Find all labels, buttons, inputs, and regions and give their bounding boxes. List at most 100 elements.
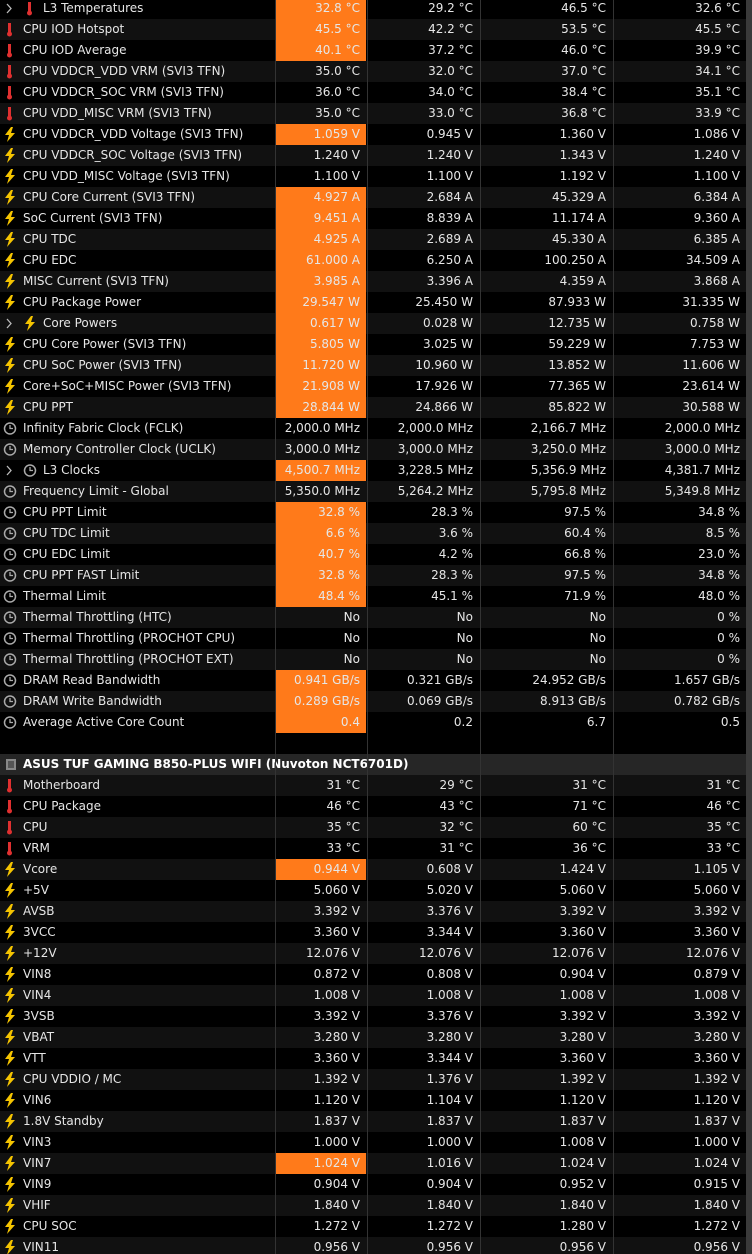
sensor-row[interactable]: CPU Package 46 °C 43 °C 71 °C 46 °C	[0, 796, 746, 817]
sensor-row[interactable]: DRAM Write Bandwidth 0.289 GB/s 0.069 GB/s…	[0, 691, 746, 712]
highlight	[276, 460, 366, 481]
sensor-row[interactable]: Thermal Throttling (HTC) No No No 0 %	[0, 607, 746, 628]
sensor-value: 5,350.0 MHz	[284, 484, 360, 498]
sensor-label: Thermal Limit	[23, 589, 106, 603]
sensor-row[interactable]: VBAT 3.280 V 3.280 V 3.280 V 3.280 V	[0, 1027, 746, 1048]
sensor-row[interactable]: Vcore 0.944 V 0.608 V 1.424 V 1.105 V	[0, 859, 746, 880]
sensor-icon	[5, 127, 15, 142]
sensor-value: 33.0 °C	[428, 106, 473, 120]
sensor-row[interactable]: VIN8 0.872 V 0.808 V 0.904 V 0.879 V	[0, 964, 746, 985]
sensor-value: 24.952 GB/s	[532, 673, 606, 687]
sensor-row[interactable]: DRAM Read Bandwidth 0.941 GB/s 0.321 GB/s 2…	[0, 670, 746, 691]
section-title: ASUS TUF GAMING B850-PLUS WIFI (Nuvoton …	[23, 757, 409, 771]
sensor-row[interactable]: +12V 12.076 V 12.076 V 12.076 V 12.076 V	[0, 943, 746, 964]
sensor-row[interactable]: CPU EDC 61.000 A 6.250 A 100.250 A 34.509 A	[0, 250, 746, 271]
sensor-row[interactable]: CPU VDDCR_SOC VRM (SVI3 TFN) 36.0 °C 34.0 …	[0, 82, 746, 103]
sensor-icon	[3, 611, 17, 624]
sensor-row[interactable]: Motherboard 31 °C 29 °C 31 °C 31 °C	[0, 775, 746, 796]
sensor-row[interactable]: MISC Current (SVI3 TFN) 3.985 A 3.396 A 4.3…	[0, 271, 746, 292]
sensor-row[interactable]: SoC Current (SVI3 TFN) 9.451 A 8.839 A 11.1…	[0, 208, 746, 229]
sensor-value: 39.9 °C	[695, 43, 740, 57]
sensor-row[interactable]: CPU VDD_MISC Voltage (SVI3 TFN) 1.100 V 1.…	[0, 166, 746, 187]
sensor-value: 5.020 V	[426, 883, 473, 897]
sensor-row[interactable]: CPU SoC Power (SVI3 TFN) 11.720 W 10.960 W…	[0, 355, 746, 376]
section-header[interactable]: ASUS TUF GAMING B850-PLUS WIFI (Nuvoton …	[0, 754, 746, 775]
sensor-row[interactable]: CPU VDD_MISC VRM (SVI3 TFN) 35.0 °C 33.0 °…	[0, 103, 746, 124]
expand-arrow[interactable]	[4, 316, 14, 331]
sensor-label: VIN8	[23, 967, 52, 981]
expand-arrow[interactable]	[4, 1, 14, 16]
sensor-row[interactable]: CPU PPT Limit 32.8 % 28.3 % 97.5 % 34.8 %	[0, 502, 746, 523]
sensor-row[interactable]: VIN4 1.008 V 1.008 V 1.008 V 1.008 V	[0, 985, 746, 1006]
sensor-value: 1.840 V	[426, 1198, 473, 1212]
sensor-icon	[5, 295, 15, 310]
sensor-row[interactable]: VIN7 1.024 V 1.016 V 1.024 V 1.024 V	[0, 1153, 746, 1174]
sensor-row[interactable]: CPU Package Power 29.547 W 25.450 W 87.933 …	[0, 292, 746, 313]
sensor-value: 11.174 A	[551, 211, 606, 225]
sensor-icon	[5, 379, 15, 394]
sensor-row[interactable]: CPU VDDCR_VDD VRM (SVI3 TFN) 35.0 °C 32.0 …	[0, 61, 746, 82]
sensor-icon	[5, 253, 15, 268]
sensor-row[interactable]: Frequency Limit - Global 5,350.0 MHz 5,264…	[0, 481, 746, 502]
sensor-value: 21.908 W	[302, 379, 360, 393]
sensor-row[interactable]: +5V 5.060 V 5.020 V 5.060 V 5.060 V	[0, 880, 746, 901]
sensor-row[interactable]: VTT 3.360 V 3.344 V 3.360 V 3.360 V	[0, 1048, 746, 1069]
sensor-row[interactable]: Thermal Throttling (PROCHOT CPU) No No No 0 …	[0, 628, 746, 649]
sensor-row[interactable]: CPU 35 °C 32 °C 60 °C 35 °C	[0, 817, 746, 838]
sensor-row[interactable]: L3 Temperatures 32.8 °C 29.2 °C 46.5 °C 32.6…	[0, 0, 746, 19]
sensor-row[interactable]: Thermal Limit 48.4 % 45.1 % 71.9 % 48.0 %	[0, 586, 746, 607]
scrollbar[interactable]	[746, 0, 752, 1254]
sensor-row[interactable]: 1.8V Standby 1.837 V 1.837 V 1.837 V 1.837 V	[0, 1111, 746, 1132]
highlight	[276, 502, 366, 523]
sensor-row[interactable]: VIN9 0.904 V 0.904 V 0.952 V 0.915 V	[0, 1174, 746, 1195]
sensor-row[interactable]: 3VSB 3.392 V 3.376 V 3.392 V 3.392 V	[0, 1006, 746, 1027]
sensor-row[interactable]: CPU Core Current (SVI3 TFN) 4.927 A 2.684 …	[0, 187, 746, 208]
sensor-icon	[5, 1093, 15, 1108]
expand-arrow[interactable]	[4, 463, 14, 478]
sensor-row[interactable]: CPU IOD Average 40.1 °C 37.2 °C 46.0 °C 39.9…	[0, 40, 746, 61]
sensor-row[interactable]: 3VCC 3.360 V 3.344 V 3.360 V 3.360 V	[0, 922, 746, 943]
sensor-row[interactable]: VRM 33 °C 31 °C 36 °C 33 °C	[0, 838, 746, 859]
sensor-row[interactable]: CPU VDDIO / MC 1.392 V 1.376 V 1.392 V 1.392…	[0, 1069, 746, 1090]
sensor-row[interactable]: CPU TDC Limit 6.6 % 3.6 % 60.4 % 8.5 %	[0, 523, 746, 544]
sensor-row[interactable]: L3 Clocks 4,500.7 MHz 3,228.5 MHz 5,356.9 M…	[0, 460, 746, 481]
sensor-row[interactable]: CPU VDDCR_VDD Voltage (SVI3 TFN) 1.059 V 0…	[0, 124, 746, 145]
sensor-row[interactable]: CPU VDDCR_SOC Voltage (SVI3 TFN) 1.240 V 1…	[0, 145, 746, 166]
sensor-value: 3.280 V	[313, 1030, 360, 1044]
sensor-value: 33 °C	[326, 841, 360, 855]
sensor-label: CPU PPT Limit	[23, 505, 107, 519]
sensor-row[interactable]: VIN11 0.956 V 0.956 V 0.956 V 0.956 V	[0, 1237, 746, 1254]
sensor-icon	[5, 190, 15, 205]
sensor-label: VHIF	[23, 1198, 51, 1212]
sensor-value: 1.280 V	[559, 1219, 606, 1233]
sensor-row[interactable]: CPU PPT 28.844 W 24.866 W 85.822 W 30.588 W	[0, 397, 746, 418]
sensor-row[interactable]: Thermal Throttling (PROCHOT EXT) No No No 0 …	[0, 649, 746, 670]
sensor-label: VIN3	[23, 1135, 52, 1149]
sensor-row[interactable]: Core Powers 0.617 W 0.028 W 12.735 W 0.758 W	[0, 313, 746, 334]
sensor-row[interactable]: Core+SoC+MISC Power (SVI3 TFN) 21.908 W 17…	[0, 376, 746, 397]
sensor-icon	[5, 358, 15, 373]
sensor-value: 45.5 °C	[695, 22, 740, 36]
sensor-row[interactable]: CPU PPT FAST Limit 32.8 % 28.3 % 97.5 % 34.8…	[0, 565, 746, 586]
sensor-row[interactable]: CPU IOD Hotspot 45.5 °C 42.2 °C 53.5 °C 45.5…	[0, 19, 746, 40]
sensor-row[interactable]: AVSB 3.392 V 3.376 V 3.392 V 3.392 V	[0, 901, 746, 922]
sensor-value: 3.280 V	[559, 1030, 606, 1044]
sensor-row[interactable]: VHIF 1.840 V 1.840 V 1.840 V 1.840 V	[0, 1195, 746, 1216]
sensor-value: 0.321 GB/s	[407, 673, 473, 687]
sensor-icon	[3, 695, 17, 708]
sensor-value: 59.229 W	[548, 337, 606, 351]
sensor-row[interactable]: VIN6 1.120 V 1.104 V 1.120 V 1.120 V	[0, 1090, 746, 1111]
sensor-value: 3.985 A	[313, 274, 360, 288]
sensor-row[interactable]: Average Active Core Count 0.4 0.2 6.7 0.5	[0, 712, 746, 733]
sensor-value: 53.5 °C	[561, 22, 606, 36]
sensor-row[interactable]: CPU EDC Limit 40.7 % 4.2 % 66.8 % 23.0 %	[0, 544, 746, 565]
sensor-row[interactable]: Infinity Fabric Clock (FCLK) 2,000.0 MHz 2…	[0, 418, 746, 439]
sensor-row[interactable]: CPU SOC 1.272 V 1.272 V 1.280 V 1.272 V	[0, 1216, 746, 1237]
sensor-row[interactable]: VIN3 1.000 V 1.000 V 1.008 V 1.000 V	[0, 1132, 746, 1153]
sensor-value: 3.025 W	[422, 337, 473, 351]
sensor-row[interactable]: CPU TDC 4.925 A 2.689 A 45.330 A 6.385 A	[0, 229, 746, 250]
sensor-value: 1.392 V	[559, 1072, 606, 1086]
sensor-value: 1.424 V	[559, 862, 606, 876]
sensor-row[interactable]: CPU Core Power (SVI3 TFN) 5.805 W 3.025 W 5…	[0, 334, 746, 355]
sensor-row[interactable]: Memory Controller Clock (UCLK) 3,000.0 MH…	[0, 439, 746, 460]
